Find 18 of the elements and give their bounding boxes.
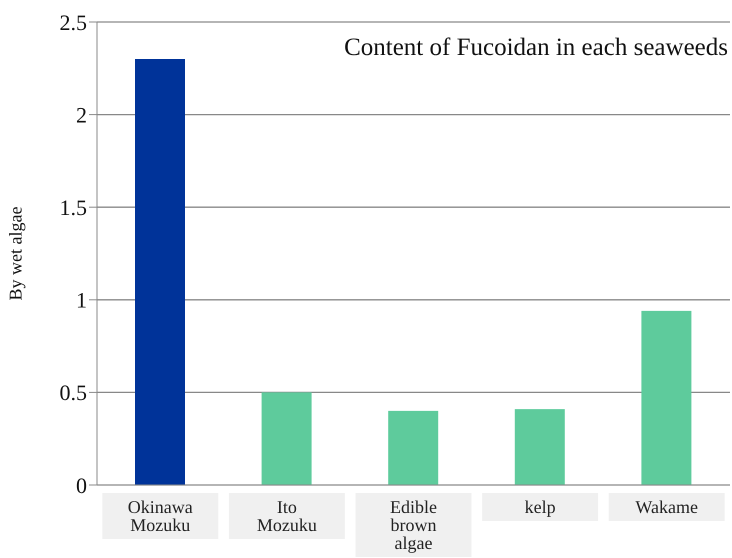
y-tick-label: 0.5 (60, 380, 87, 406)
bar (641, 310, 692, 485)
bar (514, 409, 565, 485)
y-tick-label: 1 (76, 288, 87, 313)
y-axis-title: By wet algae (5, 206, 26, 300)
y-tick-label: 2 (76, 102, 87, 128)
x-tick-label: Okinawa Mozuku (128, 497, 193, 535)
x-tick-label: kelp (524, 497, 556, 517)
y-tick-label: 1.5 (60, 195, 87, 220)
bar (388, 410, 438, 485)
x-tick-label: Edible brown algae (390, 497, 437, 553)
x-tick-label: Wakame (635, 497, 698, 517)
x-tick-label: Ito Mozuku (256, 497, 317, 535)
y-tick-label: 2.5 (60, 10, 87, 35)
bar (262, 392, 312, 485)
text: Content of Fucoidan in each seaweeds (344, 34, 728, 62)
y-tick-label: 0 (76, 472, 87, 498)
bar (135, 59, 185, 485)
